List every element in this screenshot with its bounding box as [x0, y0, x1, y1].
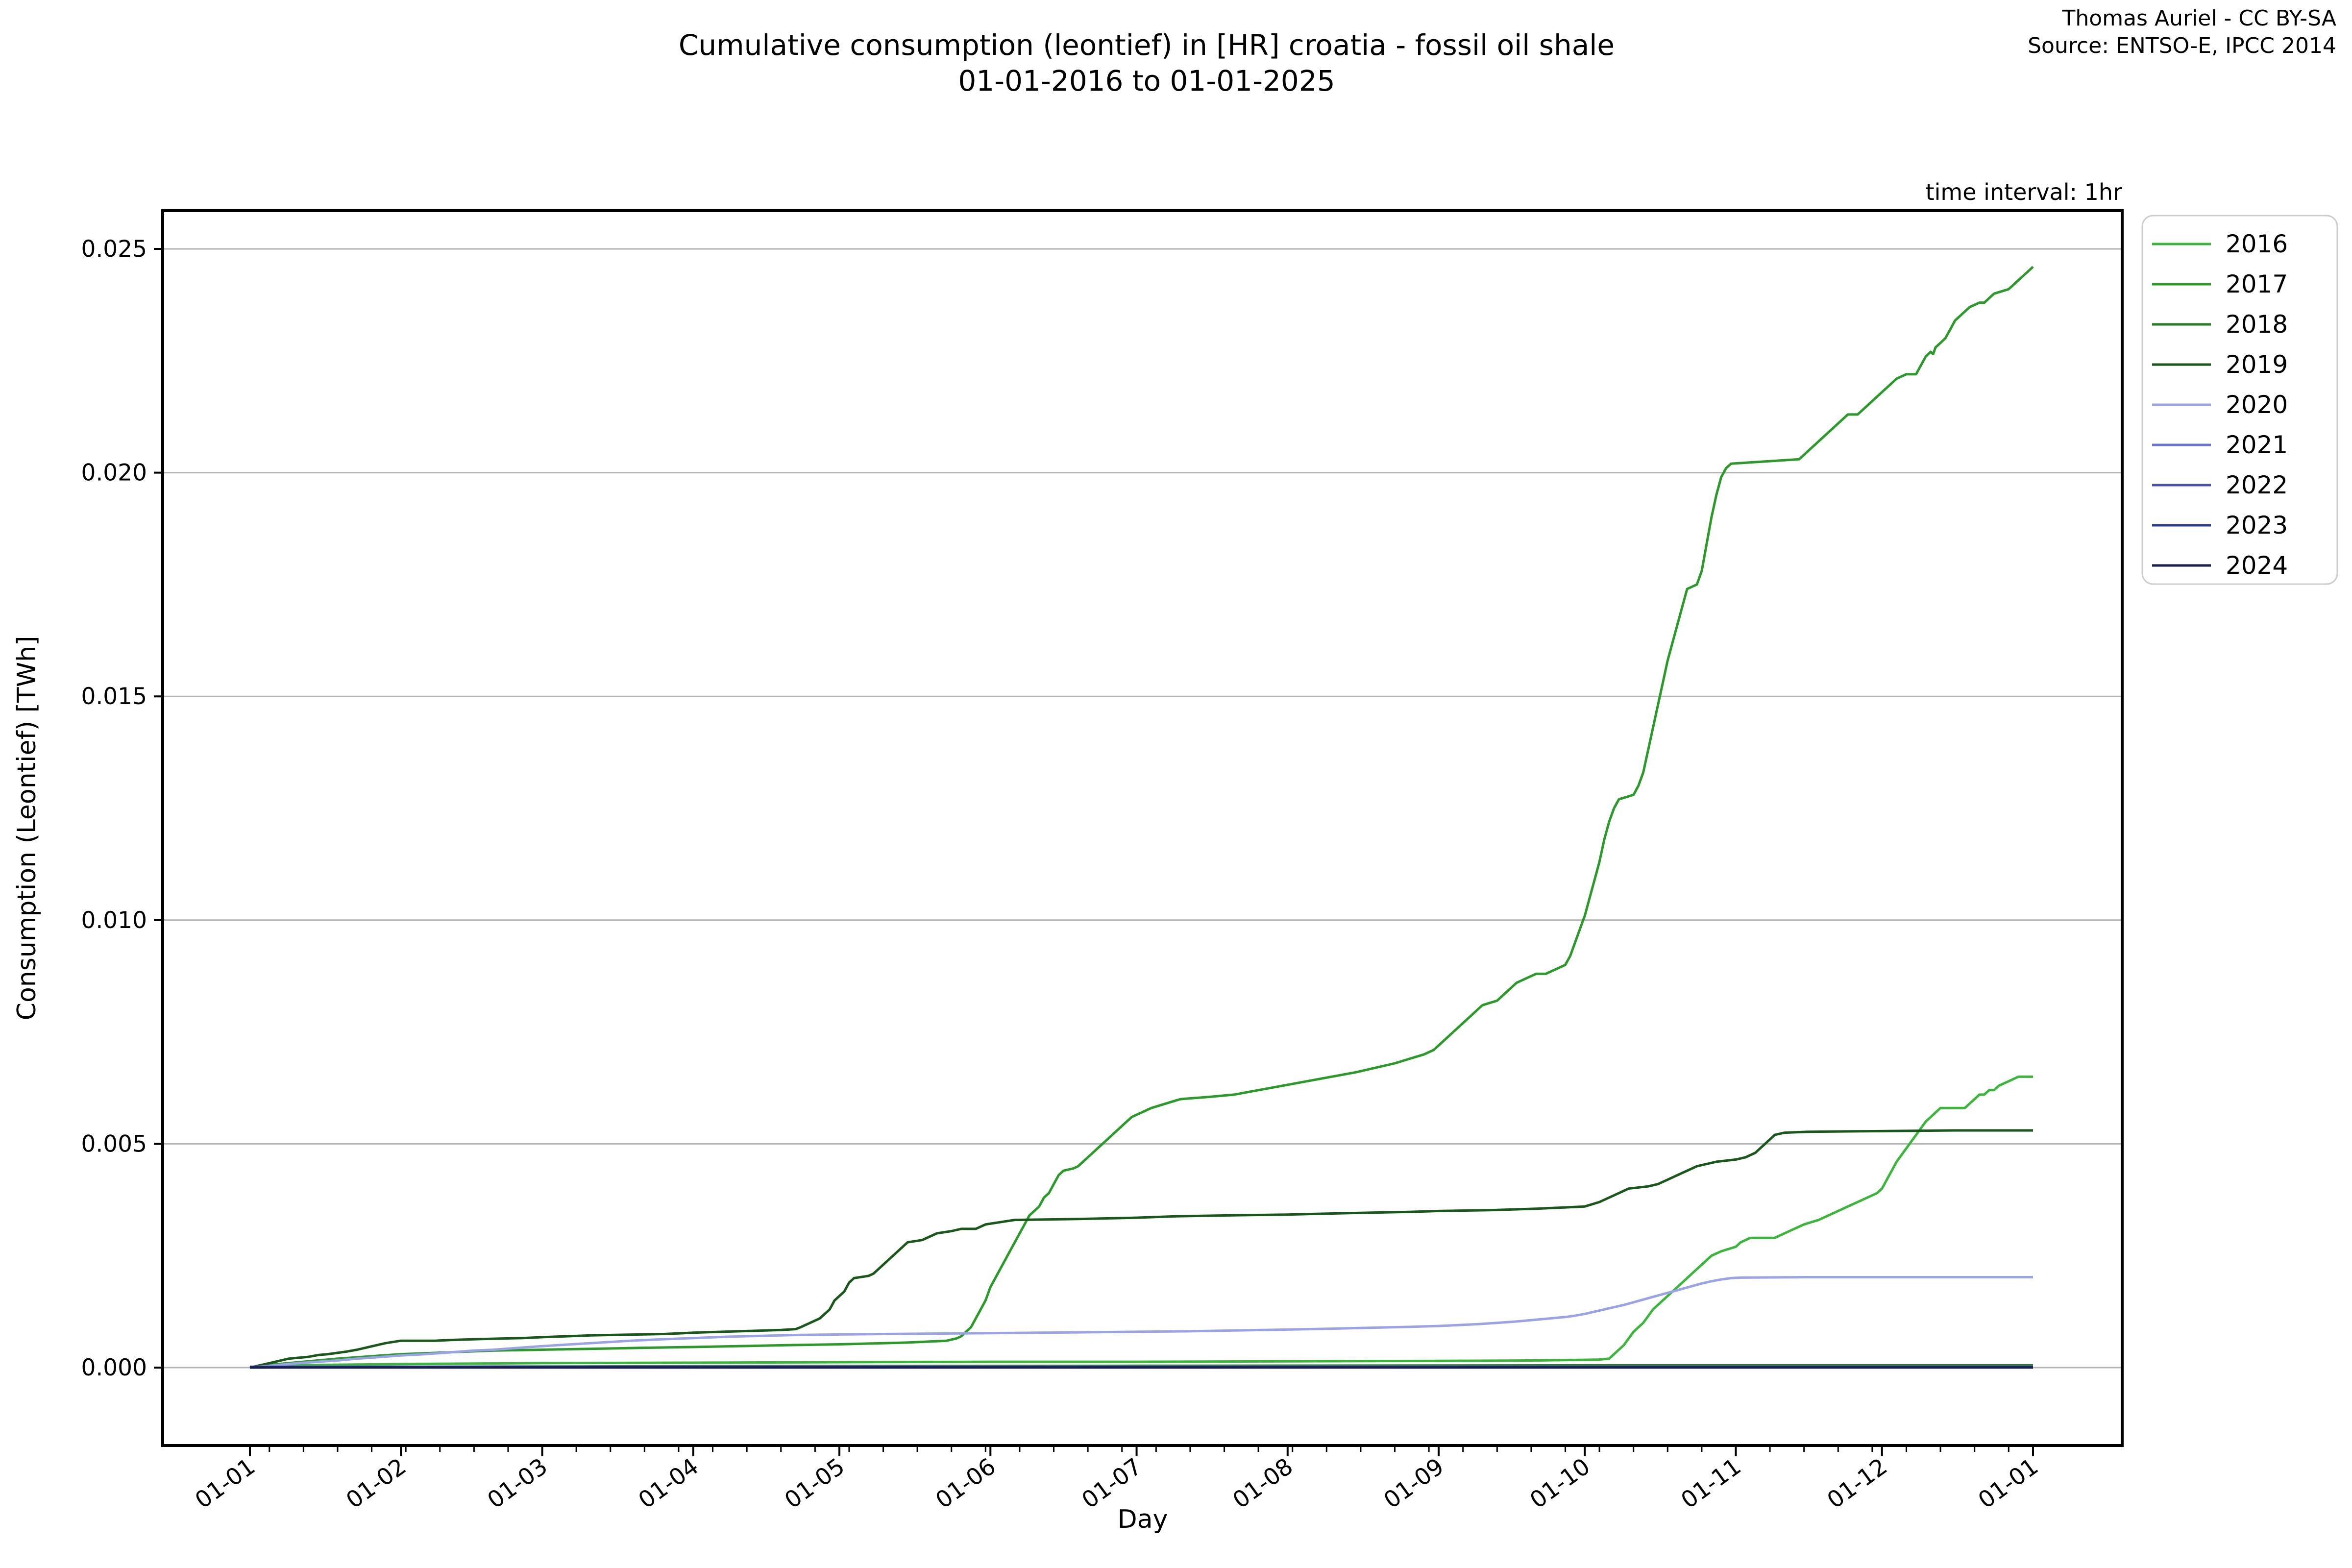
series-line-2016 — [249, 1075, 2033, 1369]
series-line-2019 — [249, 1129, 2033, 1369]
legend-label-2016: 2016 — [2226, 230, 2288, 258]
y-tick-label-0: 0.000 — [81, 1354, 147, 1381]
x-axis-label: Day — [1118, 1505, 1168, 1534]
legend-item-2023: 2023 — [2152, 511, 2288, 539]
legend-item-2021: 2021 — [2152, 431, 2288, 459]
y-tick-label-3: 0.015 — [81, 683, 147, 710]
chart-title-line2: 01-01-2016 to 01-01-2025 — [958, 64, 1335, 98]
legend-item-2019: 2019 — [2152, 350, 2288, 379]
legend-label-2024: 2024 — [2226, 551, 2288, 580]
legend: 2016 2017 2018 2019 2020 2021 2022 2023 2024 — [2141, 215, 2338, 585]
time-interval-note: time interval: 1hr — [1926, 179, 2122, 205]
series-line-2020 — [249, 1276, 2033, 1369]
legend-item-2020: 2020 — [2152, 391, 2288, 419]
legend-item-2024: 2024 — [2152, 551, 2288, 580]
series-line-2017 — [249, 266, 2034, 1369]
axes-layer — [154, 209, 2124, 1456]
attribution-line2: Source: ENTSO-E, IPCC 2014 — [2028, 33, 2336, 58]
legend-item-2018: 2018 — [2152, 310, 2288, 339]
attribution-line1: Thomas Auriel - CC BY-SA — [2062, 6, 2336, 31]
legend-item-2016: 2016 — [2152, 230, 2288, 258]
legend-item-2022: 2022 — [2152, 471, 2288, 499]
legend-label-2018: 2018 — [2226, 310, 2288, 339]
plot-border — [161, 209, 2124, 1447]
y-tick-label-1: 0.005 — [81, 1130, 147, 1157]
legend-label-2021: 2021 — [2226, 431, 2288, 459]
chart-title-line1: Cumulative consumption (leontief) in [HR… — [679, 28, 1615, 62]
legend-label-2019: 2019 — [2226, 350, 2288, 379]
y-tick-label-2: 0.010 — [81, 907, 147, 934]
legend-label-2022: 2022 — [2226, 471, 2288, 499]
legend-label-2023: 2023 — [2226, 511, 2288, 539]
series-lines-layer — [249, 266, 2034, 1369]
y-tick-label-5: 0.025 — [81, 236, 147, 263]
y-tick-label-4: 0.020 — [81, 460, 147, 487]
legend-label-2017: 2017 — [2226, 270, 2288, 298]
legend-label-2020: 2020 — [2226, 391, 2288, 419]
legend-item-2017: 2017 — [2152, 270, 2288, 298]
legend-box — [2141, 215, 2338, 585]
y-axis-label: Consumption (Leontief) [TWh] — [12, 636, 42, 1021]
